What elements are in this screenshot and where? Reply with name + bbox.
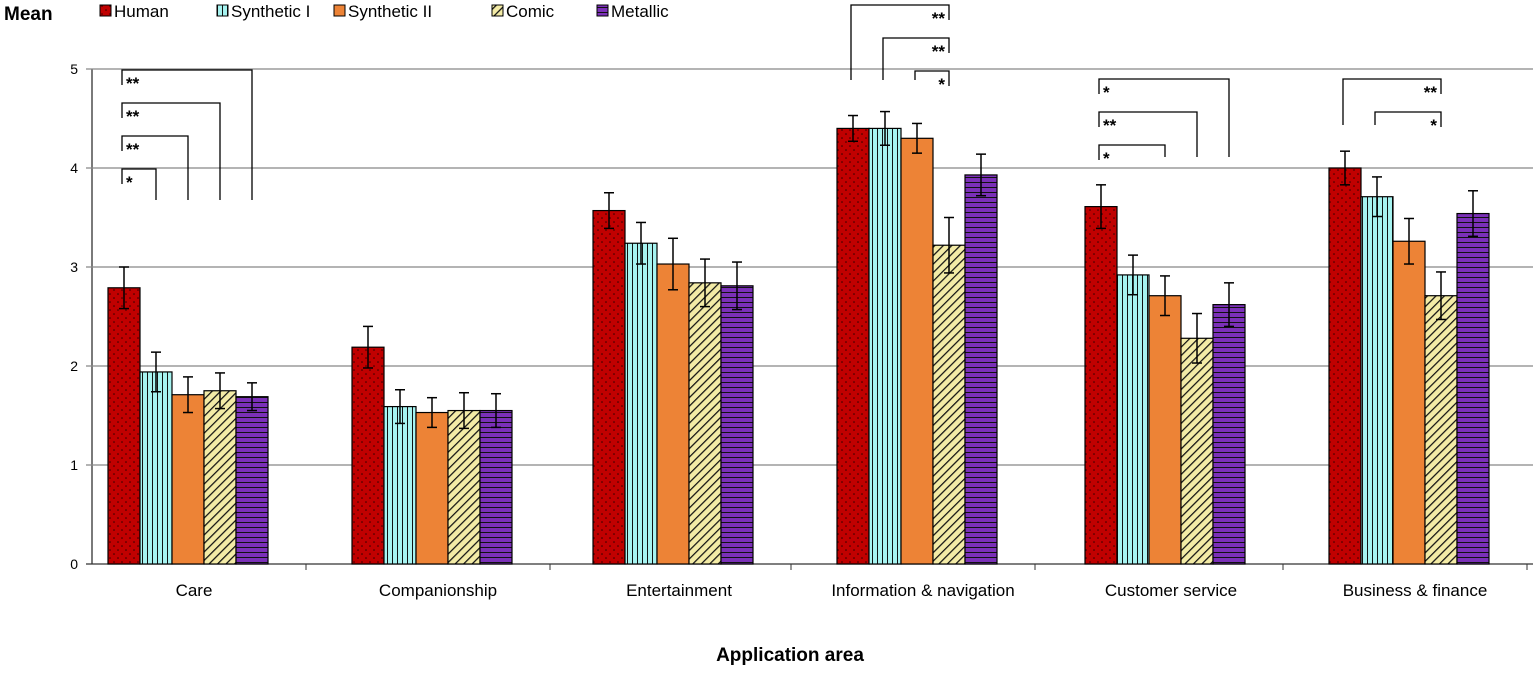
x-axis-title: Application area: [716, 645, 864, 666]
significance-label: *: [1103, 83, 1110, 102]
significance-label: *: [126, 173, 133, 192]
significance-label: **: [126, 107, 140, 126]
bar-comic: [1180, 337, 1214, 565]
bar-synthetic-ii: [171, 394, 205, 565]
bar-comic: [932, 244, 966, 565]
significance-bracket: [121, 135, 189, 200]
bar-human: [1328, 167, 1362, 565]
x-tick-label: Customer service: [1105, 581, 1237, 600]
significance-bracket: [121, 69, 253, 200]
legend-label: Synthetic I: [231, 2, 310, 21]
significance-bracket: [1342, 78, 1442, 125]
legend-label: Metallic: [611, 2, 669, 21]
y-tick-label: 2: [70, 358, 78, 374]
significance-bracket: [1374, 111, 1442, 127]
y-tick-label: 1: [70, 457, 78, 473]
bar-human: [1084, 206, 1118, 565]
y-tick-label: 4: [70, 160, 78, 176]
significance-bracket: [882, 37, 950, 80]
bar-human: [836, 127, 870, 565]
bar-synthetic-i: [1116, 274, 1150, 565]
bar-synthetic-ii: [1392, 240, 1426, 565]
bar-synthetic-i: [868, 127, 902, 565]
bar-comic: [203, 390, 237, 565]
bar-synthetic-ii: [656, 263, 690, 565]
significance-label: *: [938, 75, 945, 94]
y-tick-label: 3: [70, 259, 78, 275]
significance-bracket: [1098, 144, 1166, 160]
legend-label: Human: [114, 2, 169, 21]
bar-metallic: [964, 174, 998, 565]
bar-comic: [447, 409, 481, 565]
significance-bracket: [914, 70, 950, 86]
significance-bracket: [121, 168, 157, 200]
significance-label: **: [932, 42, 946, 61]
bar-metallic: [1456, 212, 1490, 565]
bar-synthetic-i: [624, 242, 658, 565]
significance-label: *: [1103, 149, 1110, 168]
legend-swatch-synthetic-ii: [333, 4, 346, 17]
y-tick-label: 5: [70, 61, 78, 77]
bar-comic: [688, 282, 722, 565]
significance-label: **: [1103, 116, 1117, 135]
bar-metallic: [1212, 304, 1246, 565]
bar-synthetic-ii: [1148, 295, 1182, 565]
bar-comic: [1424, 295, 1458, 565]
bar-human: [107, 287, 141, 565]
significance-label: **: [1424, 83, 1438, 102]
legend-swatch-metallic: [596, 4, 609, 17]
bar-metallic: [235, 396, 269, 565]
bar-synthetic-ii: [415, 411, 449, 565]
x-tick-label: Information & navigation: [831, 581, 1014, 600]
significance-label: **: [126, 140, 140, 159]
bar-synthetic-i: [383, 405, 417, 565]
significance-bracket: [121, 102, 221, 200]
bar-human: [351, 346, 385, 565]
bar-human: [592, 209, 626, 565]
x-tick-label: Companionship: [379, 581, 497, 600]
x-tick-label: Business & finance: [1343, 581, 1488, 600]
x-tick-label: Entertainment: [626, 581, 732, 600]
significance-label: **: [932, 9, 946, 28]
significance-bracket: [850, 4, 950, 80]
significance-bracket: [1098, 78, 1230, 157]
bar-metallic: [720, 285, 754, 565]
bar-synthetic-i: [139, 371, 173, 565]
y-tick-label: 0: [70, 556, 78, 572]
significance-label: **: [126, 74, 140, 93]
legend-swatch-synthetic-i: [216, 4, 229, 17]
significance-label: *: [1430, 116, 1437, 135]
legend-label: Synthetic II: [348, 2, 432, 21]
legend-swatch-human: [99, 4, 112, 17]
bar-synthetic-i: [1360, 196, 1394, 565]
y-axis-title: Mean: [4, 4, 53, 25]
legend-swatch-comic: [491, 4, 504, 17]
x-tick-label: Care: [176, 581, 213, 600]
bar-synthetic-ii: [900, 137, 934, 565]
bar-metallic: [479, 409, 513, 565]
legend-label: Comic: [506, 2, 555, 21]
significance-bracket: [1098, 111, 1198, 157]
